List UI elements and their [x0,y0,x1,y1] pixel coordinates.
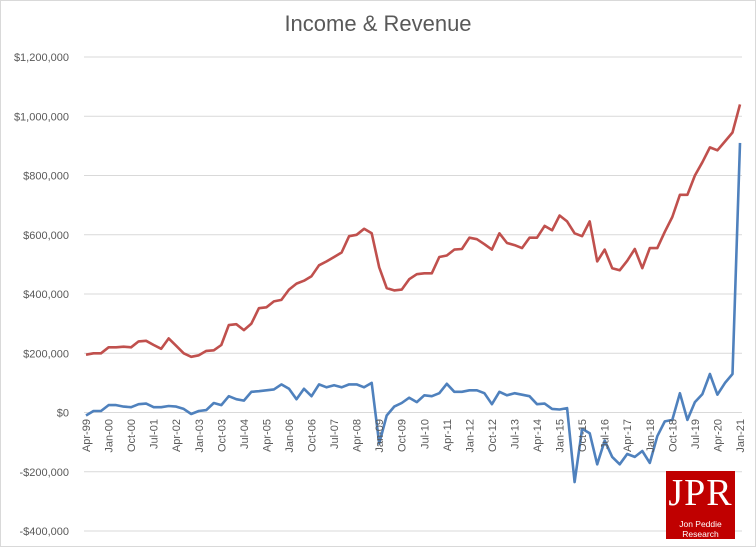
x-tick-label: Apr-08 [352,419,364,452]
x-tick-label: Jan-00 [104,419,116,453]
x-tick-label: Jul-04 [239,419,251,449]
x-tick-label: Oct-15 [577,419,589,452]
y-tick-label: $600,000 [23,230,69,242]
x-tick-label: Jul-10 [419,419,431,449]
series-line-1 [85,104,742,359]
x-tick-label: Apr-11 [442,419,454,451]
x-tick-label: Apr-20 [712,419,724,452]
series-lines [85,104,742,484]
x-tick-label: Jan-15 [555,419,567,453]
x-tick-label: Oct-06 [307,419,319,452]
x-tick-label: Apr-02 [171,419,183,452]
x-tick-label: Jan-12 [464,419,476,453]
x-tick-label: Jul-07 [329,419,341,449]
x-tick-label: Jan-09 [374,419,386,453]
x-tick-label: Jul-01 [149,419,161,449]
y-tick-label: -$400,000 [19,526,69,538]
x-tick-label: Jan-06 [284,419,296,453]
y-tick-label: $1,200,000 [14,52,69,64]
x-tick-label: Jan-18 [645,419,657,453]
x-tick-label: Jul-13 [510,419,522,449]
y-tick-label: $800,000 [23,171,69,183]
y-tick-label: $400,000 [23,289,69,301]
x-tick-label: Apr-14 [532,419,544,452]
x-tick-label: Apr-17 [622,419,634,452]
x-tick-label: Jul-19 [690,419,702,449]
chart-title: Income & Revenue [284,11,472,36]
x-tick-label: Apr-99 [81,419,93,452]
x-tick-label: Apr-05 [261,419,273,452]
x-tick-label: Jan-03 [194,419,206,453]
y-tick-label: -$200,000 [19,467,69,479]
gridlines [84,56,742,532]
y-tick-label: $0 [57,408,69,420]
x-tick-label: Oct-09 [397,419,409,452]
x-tick-label: Jul-16 [600,419,612,449]
x-tick-label: Oct-03 [216,419,228,452]
series-line-2 [85,142,742,484]
x-tick-label: Jan-21 [735,419,747,453]
logo-text: JPR [668,472,733,514]
y-tick-label: $1,000,000 [14,111,69,123]
x-tick-label: Oct-00 [126,419,138,452]
y-axis-tick-labels: -$400,000 -$200,000 $0 $200,000 $400,000 $600… [14,52,69,538]
logo-subtext: Jon Peddie Research [679,519,722,539]
x-axis-tick-labels: Apr-99 Jan-00 Oct-00 Jul-01 Apr-02 Jan-03 Oct-… [81,419,747,453]
jpr-logo: JPR Jon Peddie Research [666,471,735,539]
x-tick-label: Oct-12 [487,419,499,452]
y-tick-label: $200,000 [23,348,69,360]
x-tick-label: Oct-18 [667,419,679,452]
